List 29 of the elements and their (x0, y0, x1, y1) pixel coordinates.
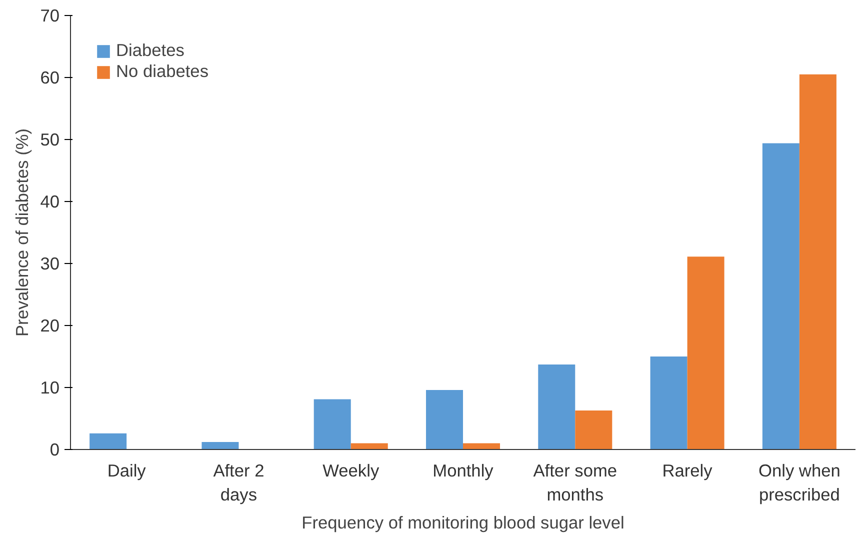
y-tick-label: 20 (40, 316, 60, 336)
y-tick-label: 60 (40, 68, 60, 88)
y-tick-label: 50 (40, 130, 60, 150)
bar (202, 442, 239, 450)
x-tick-label: Weekly (322, 460, 380, 480)
y-tick-label: 0 (50, 440, 60, 460)
x-tick-label: Only when prescribed (758, 460, 840, 504)
y-axis-title: Prevalence of diabetes (%) (12, 128, 32, 337)
legend-label: Diabetes (116, 40, 184, 61)
x-tick-label: Rarely (662, 460, 713, 480)
bar (650, 356, 688, 450)
y-tick-label: 30 (40, 254, 60, 274)
bar (90, 433, 127, 450)
x-tick-label: After some months (533, 460, 618, 504)
bar (426, 390, 463, 450)
x-tick-label: Daily (107, 460, 146, 480)
y-tick-label: 40 (40, 192, 60, 212)
x-axis-title: Frequency of monitoring blood sugar level (302, 512, 624, 532)
y-tick-label: 10 (40, 378, 60, 398)
bar (538, 364, 576, 450)
bar (314, 399, 351, 450)
bar (575, 410, 612, 450)
bar (762, 143, 800, 450)
bar (799, 74, 836, 450)
x-tick-label: After 2 days (213, 460, 264, 504)
legend-label: No diabetes (116, 61, 208, 82)
bar (687, 256, 724, 450)
y-tick-label: 70 (40, 6, 60, 26)
x-tick-label: Monthly (432, 460, 494, 480)
